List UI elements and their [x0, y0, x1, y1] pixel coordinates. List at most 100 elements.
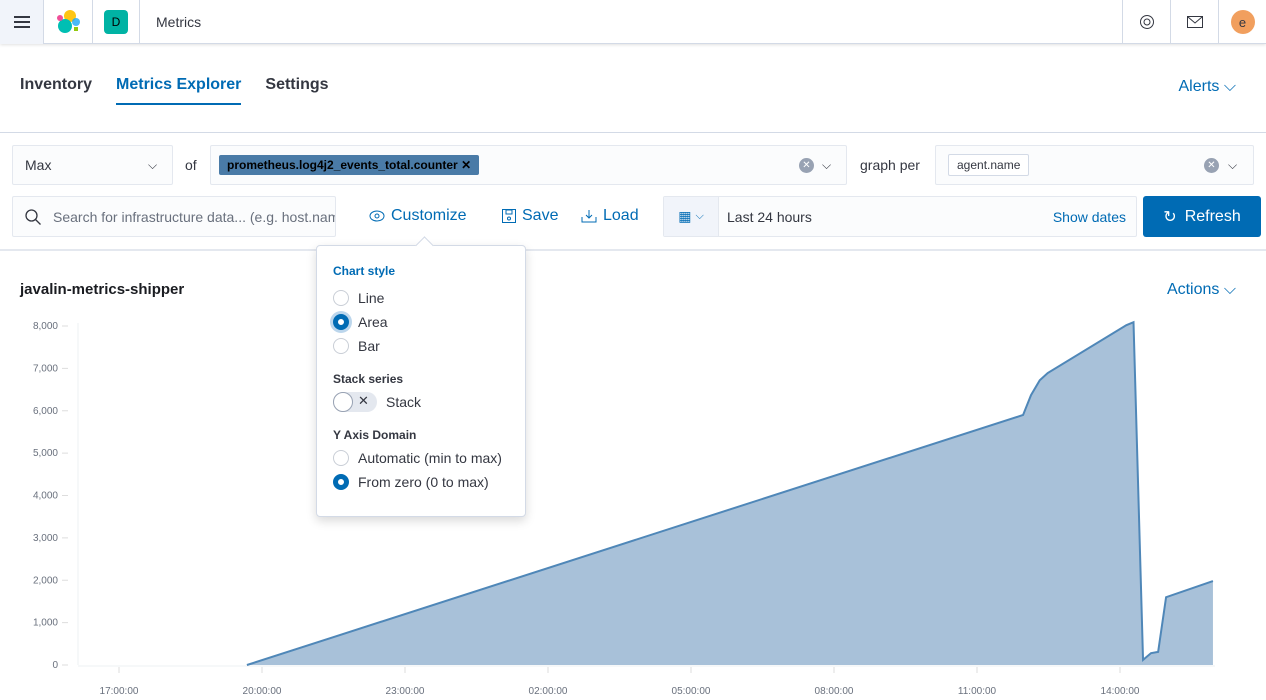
radio-icon — [333, 338, 349, 354]
tabs: Inventory Metrics Explorer Settings — [20, 76, 329, 105]
refresh-icon: ↻ — [1163, 208, 1177, 226]
divider — [0, 249, 1266, 251]
chevron-down-icon: ⌵ — [1223, 78, 1236, 95]
app-title: Metrics — [156, 13, 202, 30]
calendar-icon: ▦ — [678, 208, 692, 224]
actions-button[interactable]: Actions ⌵ — [1167, 281, 1236, 299]
chevron-down-icon[interactable]: ⌵ — [822, 157, 832, 172]
radio-label: Area — [358, 314, 388, 330]
elastic-logo-icon — [57, 9, 80, 33]
date-picker[interactable]: ▦ ⌵ Last 24 hours Show dates — [663, 196, 1137, 237]
metric-combobox[interactable]: prometheus.log4j2_events_total.counter ✕… — [210, 145, 847, 185]
radio-label: Automatic (min to max) — [358, 450, 502, 466]
time-range-value: Last 24 hours — [727, 208, 812, 225]
space-switcher[interactable]: D — [93, 0, 140, 44]
tab-settings[interactable]: Settings — [265, 76, 329, 93]
radio-icon — [333, 450, 349, 466]
mail-icon — [1186, 16, 1203, 28]
hamburger-icon — [13, 20, 30, 23]
x-tick-label: 20:00:00 — [243, 686, 282, 697]
space-badge: D — [104, 9, 128, 34]
x-tick-label: 05:00:00 — [672, 686, 711, 697]
stack-series-title: Stack series — [333, 372, 404, 386]
search-icon — [25, 209, 41, 225]
save-button[interactable]: Save — [502, 207, 558, 225]
alerts-button[interactable]: Alerts ⌵ — [1179, 78, 1237, 96]
radio-automatic[interactable]: Automatic (min to max) — [333, 446, 509, 470]
user-menu-button[interactable]: e — [1218, 0, 1266, 44]
tab-inventory[interactable]: Inventory — [20, 76, 93, 93]
panel-title: javalin-metrics-shipper — [20, 281, 185, 298]
y-tick-label: 0 — [52, 660, 58, 671]
close-icon: ✕ — [358, 393, 369, 408]
series-line — [246, 320, 1214, 666]
chevron-down-icon: ⌵ — [148, 157, 158, 172]
import-icon — [581, 210, 597, 223]
tab-metrics-explorer[interactable]: Metrics Explorer — [116, 76, 242, 105]
clear-icon[interactable]: ✕ — [1204, 157, 1219, 173]
y-tick-label: 6,000 — [33, 406, 58, 417]
top-bar: D Metrics e — [0, 0, 1266, 44]
graph-per-label: graph per — [860, 157, 920, 173]
series-area — [246, 322, 1213, 665]
radio-label: Bar — [358, 338, 380, 354]
y-tick-label: 2,000 — [33, 575, 58, 586]
load-button[interactable]: Load — [581, 207, 639, 225]
quick-select-button[interactable]: ▦ ⌵ — [664, 197, 719, 236]
y-tick-label: 1,000 — [33, 618, 58, 629]
radio-from-zero[interactable]: From zero (0 to max) — [333, 470, 509, 494]
chart-style-title: Chart style — [333, 264, 396, 278]
help-lifebuoy-icon — [1139, 15, 1154, 29]
chevron-down-icon: ⌵ — [1223, 281, 1236, 298]
radio-area[interactable]: Area — [333, 310, 509, 334]
metric-chip[interactable]: prometheus.log4j2_events_total.counter ✕ — [219, 155, 480, 175]
menu-button[interactable] — [0, 0, 44, 44]
close-icon[interactable]: ✕ — [461, 158, 472, 172]
actions-label: Actions — [1166, 281, 1220, 298]
aggregation-select[interactable]: Max ⌵ — [12, 145, 173, 185]
newsfeed-button[interactable] — [1170, 0, 1218, 44]
toggle-switch[interactable]: ✕ — [333, 392, 377, 412]
radio-label: From zero (0 to max) — [358, 474, 489, 490]
stack-toggle[interactable]: ✕ Stack — [333, 390, 509, 414]
chevron-down-icon[interactable]: ⌵ — [1228, 157, 1238, 172]
eye-icon — [369, 210, 385, 222]
search-input[interactable]: Search for infrastructure data... (e.g. … — [12, 196, 336, 237]
customize-button[interactable]: Customize — [369, 207, 467, 225]
clear-icon[interactable]: ✕ — [799, 157, 814, 173]
elastic-logo[interactable] — [44, 0, 93, 44]
x-tick-label: 02:00:00 — [529, 686, 568, 697]
group-by-combobox[interactable]: agent.name ✕ ⌵ — [935, 145, 1254, 185]
y-tick-label: 5,000 — [33, 448, 58, 459]
save-label: Save — [522, 207, 559, 224]
x-tick-label: 17:00:00 — [100, 686, 139, 697]
radio-line[interactable]: Line — [333, 286, 509, 310]
y-tick-label: 7,000 — [33, 363, 58, 374]
refresh-button[interactable]: ↻ Refresh — [1143, 196, 1261, 237]
help-button[interactable] — [1122, 0, 1170, 44]
radio-icon — [333, 290, 349, 306]
x-tick-label: 11:00:00 — [958, 686, 997, 697]
show-dates-link[interactable]: Show dates — [1052, 208, 1126, 225]
group-by-chip[interactable]: agent.name — [948, 154, 1030, 176]
y-axis-domain-title: Y Axis Domain — [333, 428, 417, 442]
stack-label: Stack — [386, 394, 422, 410]
x-tick-label: 14:00:00 — [1101, 686, 1140, 697]
y-tick-label: 8,000 — [33, 321, 58, 332]
save-icon — [502, 209, 516, 223]
refresh-label: Refresh — [1184, 207, 1241, 225]
load-label: Load — [603, 207, 639, 224]
of-label: of — [185, 157, 197, 173]
radio-icon — [333, 314, 349, 330]
divider — [0, 132, 1266, 133]
search-placeholder: Search for infrastructure data... (e.g. … — [53, 208, 336, 225]
x-tick-label: 23:00:00 — [386, 686, 425, 697]
avatar: e — [1230, 10, 1255, 34]
alerts-label: Alerts — [1178, 78, 1220, 95]
chevron-down-icon: ⌵ — [695, 210, 704, 222]
y-tick-label: 4,000 — [33, 491, 58, 502]
radio-label: Line — [358, 290, 385, 306]
radio-icon — [333, 474, 349, 490]
radio-bar[interactable]: Bar — [333, 334, 509, 358]
